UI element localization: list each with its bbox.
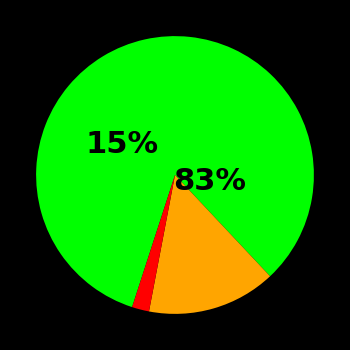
Text: 83%: 83%: [173, 167, 246, 196]
Wedge shape: [149, 175, 270, 314]
Text: 15%: 15%: [86, 130, 159, 159]
Wedge shape: [36, 36, 314, 307]
Wedge shape: [132, 175, 175, 312]
